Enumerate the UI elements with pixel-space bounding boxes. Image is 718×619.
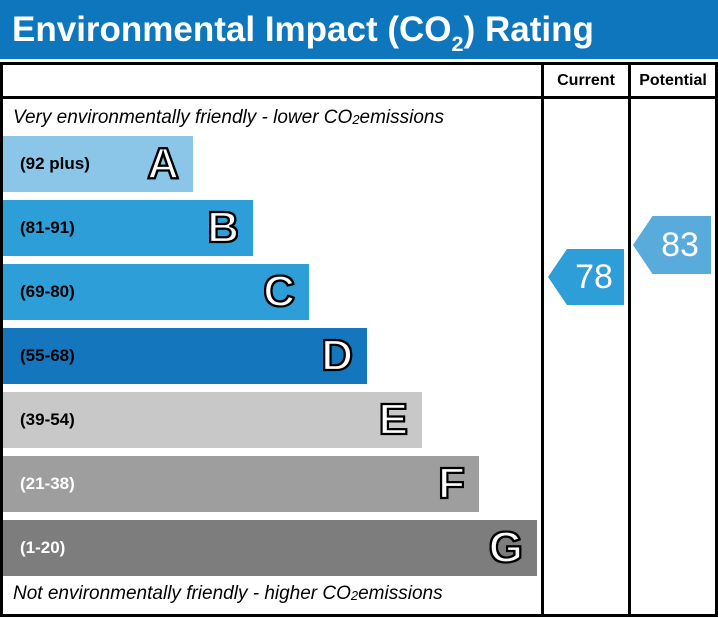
page-title-text-end: ) Rating (463, 9, 594, 49)
column-header-potential: Potential (628, 65, 715, 96)
band-letter: D (320, 331, 354, 380)
band-letter: C (262, 267, 296, 316)
band-range-label: (39-54) (20, 410, 75, 429)
top-note-text: Very environmentally friendly - lower CO (13, 106, 353, 128)
column-header-current: Current (541, 65, 628, 96)
table-header-row: Current Potential (3, 65, 715, 99)
band-g: (1-20) G (3, 520, 537, 576)
band-range-label: (92 plus) (20, 154, 90, 173)
bottom-note: Not environmentally friendly - higher CO… (13, 582, 443, 604)
band-letter: B (206, 203, 240, 252)
potential-rating-value: 83 (661, 225, 699, 264)
band-f: (21-38) F (3, 456, 479, 512)
rating-table: Current Potential Very environmentally f… (0, 62, 718, 617)
header-cell-bands (3, 65, 541, 96)
current-rating-value: 78 (575, 257, 613, 296)
bottom-note-text-end: emissions (358, 582, 443, 604)
page-title-subscript: 2 (451, 31, 464, 57)
band-letter: E (378, 395, 410, 444)
title-bar: Environmental Impact (CO2) Rating (0, 0, 718, 59)
band-c: (69-80) C (3, 264, 309, 320)
band-letter: G (488, 523, 524, 572)
band-range-label: (21-38) (20, 474, 75, 493)
band-range-label: (55-68) (20, 346, 75, 365)
page-title: Environmental Impact (CO2) Rating (12, 9, 594, 55)
band-letter: F (437, 459, 466, 508)
top-note-text-end: emissions (359, 106, 444, 128)
band-range-label: (69-80) (20, 282, 75, 301)
band-range-label: (81-91) (20, 218, 75, 237)
band-range-label: (1-20) (20, 538, 66, 557)
bands-column: Very environmentally friendly - lower CO… (3, 99, 541, 614)
potential-rating-arrow: 83 (633, 216, 711, 274)
bottom-note-text: Not environmentally friendly - higher CO (13, 582, 351, 604)
table-body-row: Very environmentally friendly - lower CO… (3, 99, 715, 614)
potential-column: 83 (628, 99, 715, 614)
top-note: Very environmentally friendly - lower CO… (13, 106, 444, 128)
page-title-text: Environmental Impact (CO (12, 9, 452, 49)
rating-bands: (92 plus) A (81-91) B (69-80) C (55-68) … (3, 136, 541, 576)
band-d: (55-68) D (3, 328, 367, 384)
band-e: (39-54) E (3, 392, 422, 448)
current-rating-arrow: 78 (548, 249, 624, 305)
current-column: 78 (541, 99, 628, 614)
band-b: (81-91) B (3, 200, 253, 256)
band-a: (92 plus) A (3, 136, 193, 192)
band-letter: A (146, 139, 180, 188)
